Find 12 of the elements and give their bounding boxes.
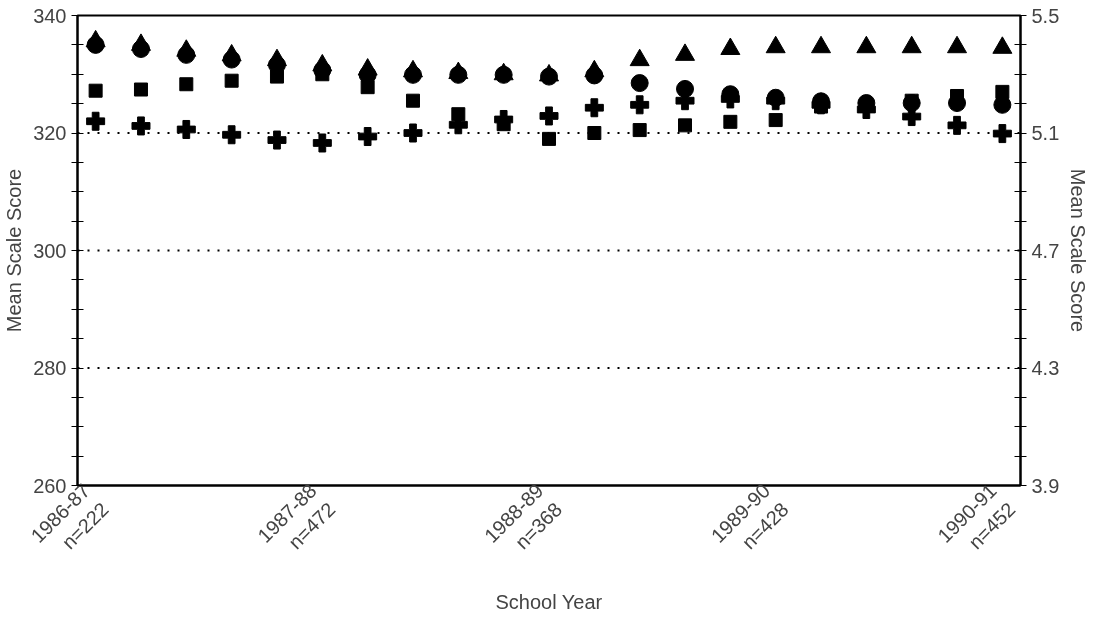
- x-axis-title: School Year: [495, 590, 603, 613]
- y-tick-label: 320: [33, 122, 67, 144]
- y-tick-label: 300: [33, 239, 67, 262]
- y-tick-label: 280: [33, 357, 67, 379]
- y2-axis-title: Mean Scale Score: [1067, 168, 1090, 333]
- y2-tick-label: 3.9: [1031, 474, 1060, 497]
- y2-tick-label: 4.7: [1031, 239, 1060, 262]
- y-tick-label: 340: [33, 4, 67, 27]
- y-axis-title: Mean Scale Score: [3, 168, 26, 333]
- y2-tick-label: 4.3: [1031, 357, 1060, 379]
- y2-tick-label: 5.1: [1031, 122, 1060, 144]
- y2-tick-label: 5.5: [1031, 4, 1060, 27]
